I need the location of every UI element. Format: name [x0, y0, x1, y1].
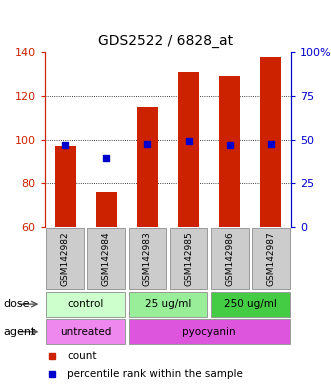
- Text: GSM142983: GSM142983: [143, 231, 152, 286]
- Bar: [211, 292, 290, 316]
- Text: control: control: [68, 299, 104, 309]
- Text: dose: dose: [3, 299, 30, 309]
- Text: GSM142985: GSM142985: [184, 231, 193, 286]
- Text: 250 ug/ml: 250 ug/ml: [224, 299, 277, 309]
- Bar: [46, 228, 84, 289]
- Bar: [55, 146, 75, 227]
- Text: 25 ug/ml: 25 ug/ml: [145, 299, 191, 309]
- Bar: [128, 228, 166, 289]
- Text: untreated: untreated: [60, 327, 112, 337]
- Bar: [252, 228, 290, 289]
- Bar: [260, 56, 281, 227]
- Bar: [87, 228, 125, 289]
- Bar: [178, 72, 199, 227]
- Bar: [137, 107, 158, 227]
- Text: GSM142986: GSM142986: [225, 231, 234, 286]
- Text: agent: agent: [3, 327, 36, 337]
- Text: GSM142982: GSM142982: [61, 231, 70, 286]
- Bar: [46, 292, 125, 316]
- Text: GSM142987: GSM142987: [266, 231, 275, 286]
- Text: pyocyanin: pyocyanin: [182, 327, 236, 337]
- Bar: [46, 319, 125, 344]
- Bar: [211, 228, 249, 289]
- Bar: [219, 76, 240, 227]
- Text: count: count: [67, 351, 96, 361]
- Bar: [169, 228, 208, 289]
- Bar: [96, 192, 117, 227]
- Text: GSM142984: GSM142984: [102, 231, 111, 286]
- Bar: [128, 292, 208, 316]
- Text: GDS2522 / 6828_at: GDS2522 / 6828_at: [98, 35, 233, 48]
- Bar: [128, 319, 290, 344]
- Text: percentile rank within the sample: percentile rank within the sample: [67, 369, 243, 379]
